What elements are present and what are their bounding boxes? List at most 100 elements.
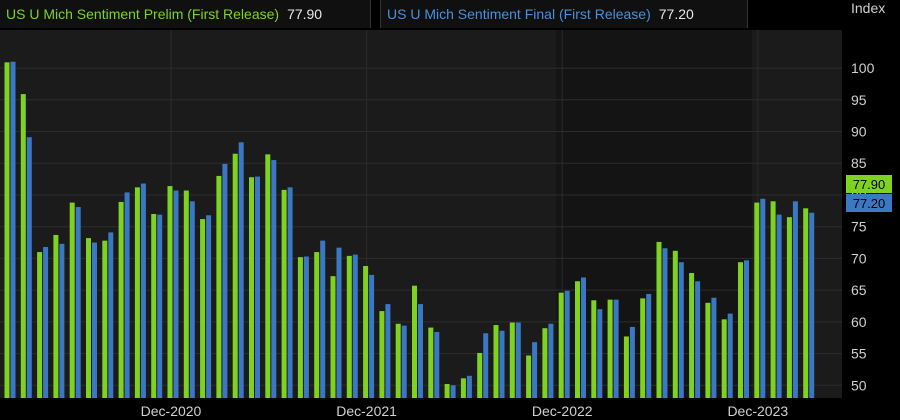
- bar-final: [597, 309, 603, 398]
- y-tick-label: 50: [851, 377, 867, 393]
- bar-final: [271, 160, 277, 398]
- bar-prelim: [281, 189, 287, 398]
- bar-final: [695, 281, 701, 398]
- bar-prelim: [754, 202, 760, 398]
- bar-prelim: [86, 238, 91, 398]
- bar-prelim: [428, 327, 434, 398]
- bar-final: [629, 326, 635, 398]
- bar-final: [613, 299, 619, 398]
- x-tick-label: Dec-2023: [727, 403, 788, 419]
- bar-final: [173, 190, 179, 398]
- bar-prelim: [346, 255, 352, 398]
- y-tick-label: 85: [851, 155, 867, 171]
- bar-prelim: [526, 355, 532, 398]
- value-tag-final-text: 77.20: [853, 196, 886, 211]
- bar-final: [466, 375, 472, 398]
- bar-prelim: [379, 311, 385, 398]
- bar-final: [26, 137, 32, 398]
- bar-final: [776, 214, 782, 398]
- bar-prelim: [200, 219, 206, 398]
- bar-final: [548, 323, 554, 398]
- bar-final: [124, 192, 130, 398]
- bar-final: [255, 176, 260, 398]
- legend-final: US U Mich Sentiment Final (First Release…: [380, 0, 748, 28]
- x-tick-label: Dec-2022: [532, 403, 593, 419]
- y-tick-label: 65: [851, 282, 867, 298]
- bar-prelim: [721, 319, 727, 398]
- bar-final: [92, 242, 97, 398]
- bar-prelim: [151, 214, 157, 398]
- bar-final: [287, 187, 293, 398]
- bar-prelim: [183, 190, 189, 398]
- y-tick-label: 95: [851, 92, 867, 108]
- y-axis-label: Index: [851, 0, 885, 16]
- bar-prelim: [53, 234, 59, 398]
- plot-band: [556, 30, 752, 398]
- bar-final: [792, 201, 798, 398]
- bar-prelim: [216, 175, 222, 398]
- bar-prelim: [607, 299, 613, 398]
- x-tick-label: Dec-2020: [141, 403, 202, 419]
- bar-prelim: [689, 273, 695, 398]
- y-tick-label: 90: [851, 124, 867, 140]
- bar-final: [59, 243, 65, 398]
- y-tick-label: 100: [851, 60, 875, 76]
- x-tick-label: Dec-2021: [336, 403, 397, 419]
- legend-prelim: US U Mich Sentiment Prelim (First Releas…: [0, 0, 371, 28]
- bar-prelim: [591, 300, 597, 398]
- legend-prelim-label: US U Mich Sentiment Prelim (First Releas…: [6, 6, 280, 22]
- bar-final: [75, 207, 81, 398]
- bar-prelim: [69, 202, 75, 398]
- bar-final: [157, 214, 163, 398]
- bar-final: [369, 274, 375, 398]
- bar-final: [499, 330, 505, 398]
- bar-final: [418, 304, 423, 398]
- value-tag-prelim-text: 77.90: [853, 177, 886, 192]
- bar-final: [483, 333, 489, 398]
- bar-prelim: [493, 325, 499, 398]
- bar-prelim: [575, 281, 580, 398]
- bar-final: [238, 142, 244, 398]
- y-tick-label: 75: [851, 219, 867, 235]
- bar-final: [515, 322, 521, 398]
- y-tick-label: 70: [851, 250, 867, 266]
- bar-prelim: [330, 276, 336, 398]
- bar-final: [222, 163, 228, 398]
- legend-prelim-value: 77.90: [287, 6, 323, 22]
- bar-final: [352, 254, 358, 398]
- bar-final: [450, 385, 456, 398]
- bar-final: [564, 290, 570, 398]
- bar-prelim: [232, 153, 238, 398]
- bar-prelim: [37, 252, 43, 398]
- bar-final: [662, 248, 668, 398]
- bar-final: [108, 232, 114, 398]
- bar-final: [532, 342, 538, 398]
- bar-final: [140, 183, 146, 398]
- bar-final: [336, 247, 342, 398]
- bar-final: [760, 198, 766, 398]
- bar-prelim: [444, 384, 450, 398]
- bar-prelim: [167, 186, 173, 398]
- bar-prelim: [509, 322, 515, 398]
- bar-final: [744, 260, 749, 398]
- y-tick-label: 60: [851, 314, 867, 330]
- bar-final: [401, 325, 407, 398]
- bar-prelim: [623, 336, 629, 398]
- bar-final: [385, 304, 391, 398]
- bar-final: [43, 246, 49, 398]
- bar-final: [809, 212, 815, 398]
- bar-final: [678, 262, 684, 398]
- bar-final: [727, 313, 733, 398]
- bar-prelim: [770, 201, 776, 398]
- legend-final-label: US U Mich Sentiment Final (First Release…: [387, 6, 651, 22]
- bar-prelim: [265, 154, 271, 398]
- bar-prelim: [118, 201, 124, 398]
- bar-prelim: [314, 252, 320, 398]
- bar-final: [189, 201, 195, 398]
- bar-prelim: [640, 298, 646, 398]
- bar-prelim: [786, 217, 792, 398]
- bar-prelim: [460, 378, 466, 398]
- bar-prelim: [395, 323, 401, 398]
- bar-prelim: [705, 302, 711, 398]
- value-tag-prelim: [846, 175, 892, 193]
